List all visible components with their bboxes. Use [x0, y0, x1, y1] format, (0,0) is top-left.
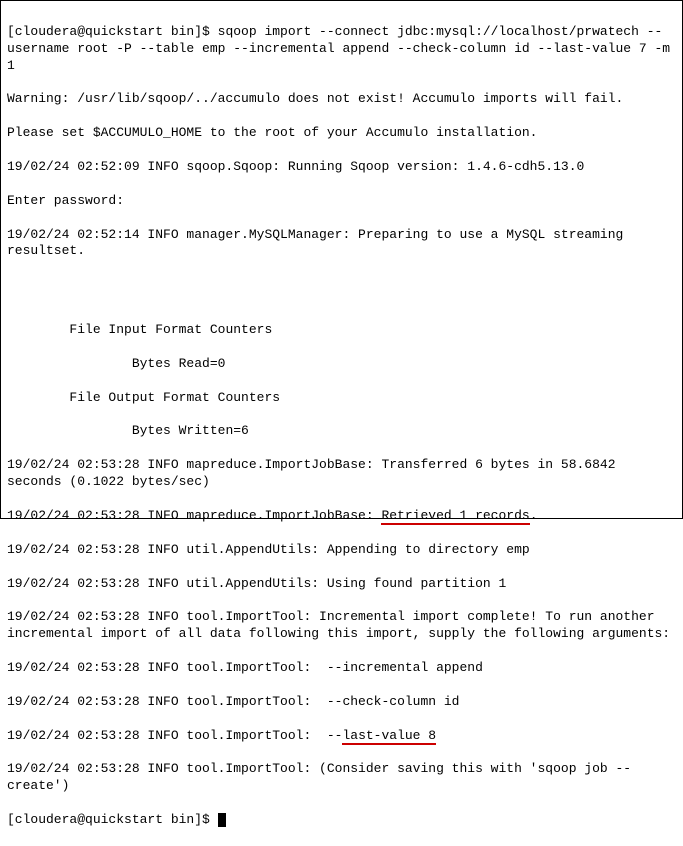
- log-line: 19/02/24 02:53:28 INFO tool.ImportTool: …: [7, 728, 676, 745]
- log-line: 19/02/24 02:53:28 INFO tool.ImportTool: …: [7, 609, 676, 643]
- warning-line: Please set $ACCUMULO_HOME to the root of…: [7, 125, 676, 142]
- log-line: 19/02/24 02:52:14 INFO manager.MySQLMana…: [7, 227, 676, 261]
- shell-prompt: [cloudera@quickstart bin]$: [7, 24, 218, 39]
- warning-line: Warning: /usr/lib/sqoop/../accumulo does…: [7, 91, 676, 108]
- log-line: 19/02/24 02:53:28 INFO util.AppendUtils:…: [7, 576, 676, 593]
- cursor-icon[interactable]: [218, 813, 226, 827]
- counter-line: File Input Format Counters: [7, 322, 676, 339]
- log-line: 19/02/24 02:53:28 INFO tool.ImportTool: …: [7, 660, 676, 677]
- counter-line: File Output Format Counters: [7, 390, 676, 407]
- highlight-retrieved: Retrieved 1 records: [381, 508, 529, 525]
- terminal-output: [cloudera@quickstart bin]$ sqoop import …: [7, 7, 676, 846]
- log-line: 19/02/24 02:53:28 INFO mapreduce.ImportJ…: [7, 457, 676, 491]
- log-line: 19/02/24 02:53:28 INFO tool.ImportTool: …: [7, 761, 676, 795]
- log-line: 19/02/24 02:52:09 INFO sqoop.Sqoop: Runn…: [7, 159, 676, 176]
- log-line: 19/02/24 02:53:28 INFO mapreduce.ImportJ…: [7, 508, 676, 525]
- counter-line: Bytes Read=0: [7, 356, 676, 373]
- password-prompt: Enter password:: [7, 193, 676, 210]
- log-line: 19/02/24 02:53:28 INFO tool.ImportTool: …: [7, 694, 676, 711]
- highlight-lastvalue: last-value 8: [342, 728, 436, 745]
- log-line: 19/02/24 02:53:28 INFO util.AppendUtils:…: [7, 542, 676, 559]
- counter-line: Bytes Written=6: [7, 423, 676, 440]
- shell-prompt: [cloudera@quickstart bin]$: [7, 812, 218, 827]
- output-gap: [7, 277, 676, 305]
